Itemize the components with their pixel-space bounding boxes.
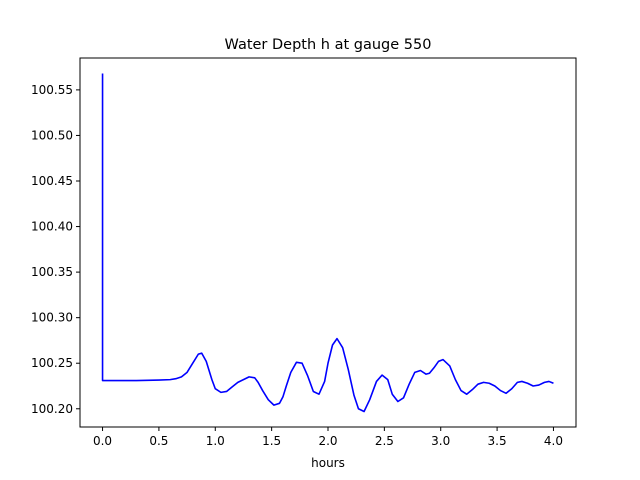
y-tick-label: 100.25: [31, 356, 73, 370]
y-tick-label: 100.50: [31, 128, 73, 142]
x-tick-label: 1.5: [262, 434, 281, 448]
y-axis-ticks: 100.20 100.25 100.30 100.35 100.40 100.45 100.…: [31, 83, 80, 416]
chart-title: Water Depth h at gauge 550: [225, 37, 432, 53]
y-tick-label: 100.20: [31, 402, 73, 416]
x-tick-label: 3.0: [431, 434, 450, 448]
series-layer: [101, 73, 554, 413]
y-tick-label: 100.35: [31, 265, 73, 279]
y-tick-label: 100.30: [31, 311, 73, 325]
y-tick-label: 100.40: [31, 220, 73, 234]
x-tick-label: 3.5: [488, 434, 507, 448]
plot-area: [80, 58, 576, 427]
x-axis-label: hours: [311, 456, 345, 470]
x-tick-label: 2.0: [318, 434, 337, 448]
series-line-0: [101, 73, 554, 413]
x-tick-label: 0.5: [149, 434, 168, 448]
x-tick-label: 4.0: [544, 434, 563, 448]
x-axis-ticks: 0.0 0.5 1.0 1.5 2.0 2.5 3.0 3.5 4.0: [93, 427, 563, 448]
y-tick-label: 100.45: [31, 174, 73, 188]
x-tick-label: 1.0: [206, 434, 225, 448]
x-tick-label: 0.0: [93, 434, 112, 448]
y-tick-label: 100.55: [31, 83, 73, 97]
x-tick-label: 2.5: [375, 434, 394, 448]
